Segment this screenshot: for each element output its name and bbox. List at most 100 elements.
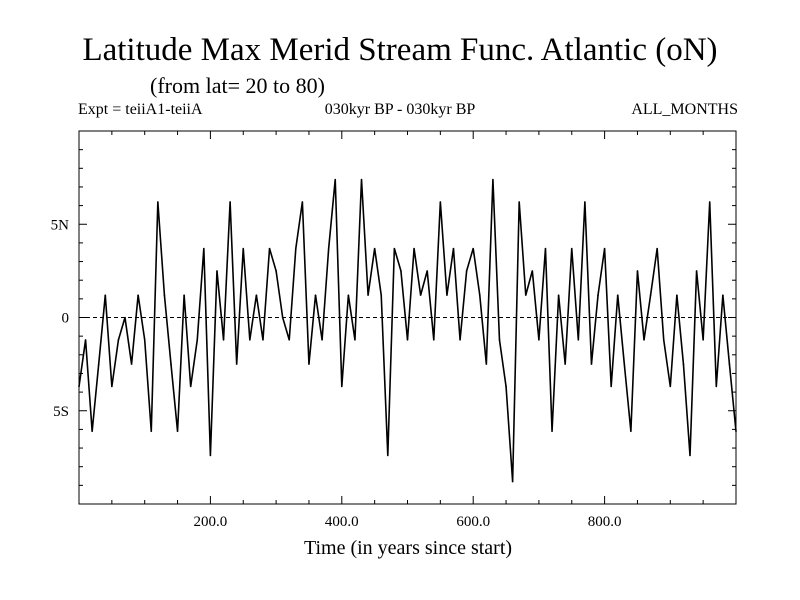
data-point bbox=[209, 454, 212, 457]
data-point bbox=[623, 363, 626, 365]
data-point bbox=[702, 339, 704, 341]
data-point bbox=[505, 385, 507, 388]
data-point bbox=[124, 316, 126, 319]
data-point bbox=[157, 201, 159, 203]
data-point bbox=[544, 247, 547, 250]
data-point bbox=[452, 247, 455, 250]
data-point bbox=[137, 294, 139, 296]
data-point bbox=[242, 247, 245, 250]
months-label: ALL_MONTHS bbox=[631, 101, 738, 118]
data-point bbox=[419, 294, 422, 296]
chart-subtitle: (from lat= 20 to 80) bbox=[150, 73, 325, 98]
data-point bbox=[518, 201, 520, 203]
data-point bbox=[347, 294, 350, 296]
data-point bbox=[722, 294, 724, 296]
data-point bbox=[643, 339, 645, 341]
experiment-label: Expt = teiiA1-teiiA bbox=[78, 101, 203, 118]
data-point bbox=[249, 339, 251, 341]
data-point bbox=[150, 430, 153, 433]
x-tick-label: 400.0 bbox=[325, 514, 359, 530]
data-point bbox=[117, 339, 120, 341]
data-point bbox=[465, 270, 468, 272]
data-point bbox=[367, 294, 369, 296]
data-point bbox=[84, 339, 87, 341]
x-tick-label: 800.0 bbox=[588, 514, 622, 530]
data-point bbox=[327, 247, 330, 250]
data-point bbox=[616, 294, 619, 296]
data-point bbox=[577, 339, 580, 341]
data-point bbox=[295, 247, 297, 250]
data-point bbox=[485, 363, 488, 365]
data-point bbox=[163, 294, 166, 296]
data-point bbox=[314, 294, 317, 296]
data-point bbox=[492, 178, 494, 181]
x-tick-label: 600.0 bbox=[456, 514, 490, 530]
data-point bbox=[268, 247, 271, 250]
data-point bbox=[432, 339, 435, 341]
data-point bbox=[662, 339, 665, 341]
data-point bbox=[636, 270, 639, 272]
data-point bbox=[439, 201, 442, 203]
data-point bbox=[196, 339, 199, 341]
data-point bbox=[728, 363, 731, 365]
data-point bbox=[551, 430, 553, 433]
data-point bbox=[380, 294, 383, 296]
data-point bbox=[656, 247, 658, 250]
data-point bbox=[229, 201, 231, 203]
data-point bbox=[695, 270, 698, 272]
data-point bbox=[308, 363, 310, 365]
data-point bbox=[386, 454, 389, 457]
data-point bbox=[603, 247, 606, 250]
data-point bbox=[143, 339, 146, 341]
data-point bbox=[97, 363, 100, 365]
data-point bbox=[216, 270, 218, 272]
data-point bbox=[235, 363, 238, 365]
series-line bbox=[78, 179, 737, 482]
data-point bbox=[531, 270, 534, 272]
data-point bbox=[413, 247, 415, 250]
y-tick-label: 5N bbox=[51, 217, 70, 233]
data-point bbox=[446, 294, 448, 296]
data-point bbox=[478, 294, 481, 296]
data-point bbox=[524, 294, 527, 296]
data-point bbox=[708, 201, 711, 203]
data-point bbox=[176, 430, 179, 433]
data-point bbox=[498, 339, 501, 341]
x-axis-label: Time (in years since start) bbox=[303, 537, 513, 559]
data-point bbox=[400, 270, 402, 272]
data-point bbox=[170, 363, 172, 365]
data-point bbox=[676, 294, 678, 296]
data-point bbox=[130, 363, 133, 365]
data-point bbox=[406, 339, 409, 341]
plot-frame bbox=[78, 130, 737, 505]
data-point bbox=[373, 247, 376, 250]
data-point bbox=[301, 201, 304, 203]
data-point bbox=[570, 247, 573, 250]
data-point bbox=[590, 363, 593, 365]
data-point bbox=[354, 339, 356, 341]
data-point bbox=[649, 294, 652, 296]
data-point bbox=[610, 385, 612, 388]
data-point bbox=[682, 363, 685, 365]
data-point bbox=[564, 363, 566, 365]
data-point bbox=[459, 339, 461, 341]
data-point bbox=[275, 270, 277, 272]
period-label: 030kyr BP - 030kyr BP bbox=[324, 101, 476, 118]
chart-title: Latitude Max Merid Stream Func. Atlantic… bbox=[82, 32, 718, 68]
x-tick-label: 200.0 bbox=[194, 514, 228, 530]
data-point bbox=[334, 178, 337, 181]
data-point bbox=[189, 385, 192, 388]
data-point bbox=[222, 339, 225, 341]
data-point bbox=[584, 201, 586, 203]
data-point bbox=[557, 294, 560, 296]
data-point bbox=[203, 247, 205, 250]
data-point bbox=[262, 339, 264, 341]
data-point bbox=[538, 339, 540, 341]
data-point bbox=[321, 339, 323, 341]
data-point bbox=[630, 430, 632, 433]
data-point bbox=[472, 247, 475, 250]
data-point bbox=[393, 247, 396, 250]
y-tick-label: 0 bbox=[62, 311, 70, 327]
data-point bbox=[669, 385, 672, 388]
